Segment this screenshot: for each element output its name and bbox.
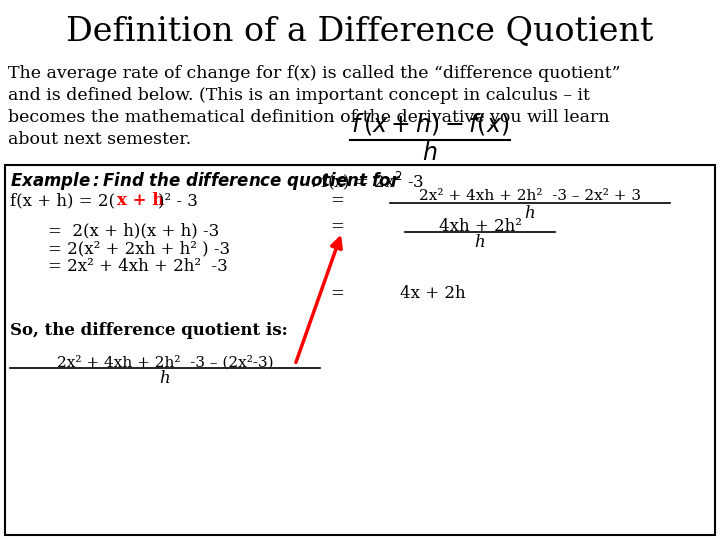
Text: becomes the mathematical definition of the derivative you will learn: becomes the mathematical definition of t… — [8, 109, 610, 126]
Text: 4xh + 2h²: 4xh + 2h² — [438, 218, 521, 235]
Text: =: = — [330, 285, 344, 302]
Text: 2x² + 4xh + 2h²  -3 – (2x²-3): 2x² + 4xh + 2h² -3 – (2x²-3) — [57, 355, 274, 369]
Text: 4x + 2h: 4x + 2h — [400, 285, 466, 302]
Text: h: h — [160, 370, 171, 387]
FancyBboxPatch shape — [5, 165, 715, 535]
Text: =: = — [330, 192, 344, 209]
Text: about next semester.: about next semester. — [8, 131, 192, 148]
Text: f(x + h) = 2(: f(x + h) = 2( — [10, 192, 115, 209]
Text: )² - 3: )² - 3 — [158, 192, 198, 209]
Text: $\bfit{Example: Find\ the\ difference\ quotient\ for}$: $\bfit{Example: Find\ the\ difference\ q… — [10, 170, 402, 192]
Text: = 2x² + 4xh + 2h²  -3: = 2x² + 4xh + 2h² -3 — [48, 258, 228, 275]
Text: =  2(x + h)(x + h) -3: = 2(x + h)(x + h) -3 — [48, 222, 220, 239]
Text: h: h — [525, 205, 536, 222]
Text: So, the difference quotient is:: So, the difference quotient is: — [10, 322, 288, 339]
Text: The average rate of change for f(x) is called the “difference quotient”: The average rate of change for f(x) is c… — [8, 65, 621, 82]
Text: $f\,(x+h)-f(x)$: $f\,(x+h)-f(x)$ — [351, 111, 509, 137]
Text: : f(x) = 2x$^2$ -3: : f(x) = 2x$^2$ -3 — [310, 170, 424, 192]
Text: = 2(x² + 2xh + h² ) -3: = 2(x² + 2xh + h² ) -3 — [48, 240, 230, 257]
Text: =: = — [330, 218, 344, 235]
Text: x + h: x + h — [117, 192, 164, 209]
Text: h: h — [474, 234, 485, 251]
Text: Definition of a Difference Quotient: Definition of a Difference Quotient — [66, 15, 654, 47]
Text: and is defined below. (This is an important concept in calculus – it: and is defined below. (This is an import… — [8, 87, 590, 104]
Text: 2x² + 4xh + 2h²  -3 – 2x² + 3: 2x² + 4xh + 2h² -3 – 2x² + 3 — [419, 189, 641, 203]
Text: $h$: $h$ — [423, 142, 438, 165]
